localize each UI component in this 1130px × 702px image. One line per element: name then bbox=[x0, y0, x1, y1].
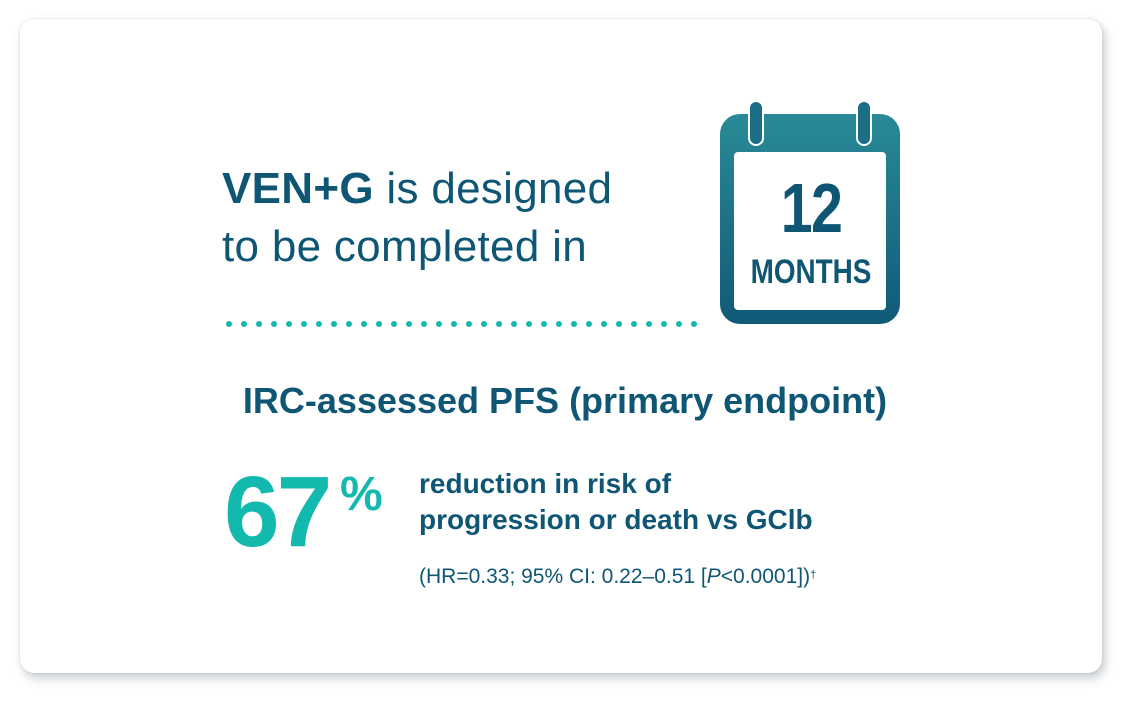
divider-dot bbox=[481, 321, 487, 327]
divider-dot bbox=[571, 321, 577, 327]
divider-dot bbox=[451, 321, 457, 327]
divider-dot bbox=[541, 321, 547, 327]
divider-dot bbox=[616, 321, 622, 327]
divider-dot bbox=[361, 321, 367, 327]
divider-dot bbox=[226, 321, 232, 327]
headline-line2: to be completed in bbox=[222, 222, 587, 271]
headline-rest-line1: is designed bbox=[373, 164, 613, 213]
divider-dot bbox=[316, 321, 322, 327]
divider-dot bbox=[631, 321, 637, 327]
divider-dot bbox=[331, 321, 337, 327]
dotted-divider bbox=[226, 321, 697, 327]
calendar-unit: MONTHS bbox=[750, 253, 872, 291]
divider-dot bbox=[346, 321, 352, 327]
divider-dot bbox=[511, 321, 517, 327]
stat-description-line2: progression or death vs GClb bbox=[419, 504, 813, 535]
divider-dot bbox=[691, 321, 697, 327]
divider-dot bbox=[256, 321, 262, 327]
stat-details-prefix: (HR=0.33; 95% CI: 0.22–0.51 [ bbox=[419, 565, 707, 588]
divider-dot bbox=[391, 321, 397, 327]
divider-dot bbox=[601, 321, 607, 327]
divider-dot bbox=[526, 321, 532, 327]
divider-dot bbox=[376, 321, 382, 327]
calendar-number: 12 bbox=[780, 169, 843, 247]
divider-dot bbox=[646, 321, 652, 327]
divider-dot bbox=[241, 321, 247, 327]
stat-details-suffix: <0.0001]) bbox=[720, 565, 811, 588]
headline-brand: VEN+G bbox=[222, 164, 374, 213]
divider-dot bbox=[466, 321, 472, 327]
calendar-icon bbox=[720, 100, 900, 324]
divider-dot bbox=[436, 321, 442, 327]
stat-details-p: P bbox=[706, 565, 721, 588]
divider-dot bbox=[496, 321, 502, 327]
headline: VEN+G is designed to be completed in bbox=[222, 160, 702, 276]
summary-card bbox=[20, 19, 1102, 673]
stat-unit: % bbox=[340, 468, 383, 521]
divider-dot bbox=[406, 321, 412, 327]
footnote-mark: † bbox=[810, 569, 817, 581]
stat-description: reduction in risk of progression or deat… bbox=[419, 466, 939, 538]
stat-details: (HR=0.33; 95% CI: 0.22–0.51 [P<0.0001])† bbox=[419, 563, 979, 591]
stat-value: 67 bbox=[224, 456, 332, 568]
divider-dot bbox=[661, 321, 667, 327]
divider-dot bbox=[301, 321, 307, 327]
divider-dot bbox=[676, 321, 682, 327]
divider-dot bbox=[286, 321, 292, 327]
stat-description-line1: reduction in risk of bbox=[419, 468, 672, 499]
divider-dot bbox=[586, 321, 592, 327]
divider-dot bbox=[556, 321, 562, 327]
divider-dot bbox=[421, 321, 427, 327]
section-title: IRC-assessed PFS (primary endpoint) bbox=[242, 380, 888, 421]
divider-dot bbox=[271, 321, 277, 327]
